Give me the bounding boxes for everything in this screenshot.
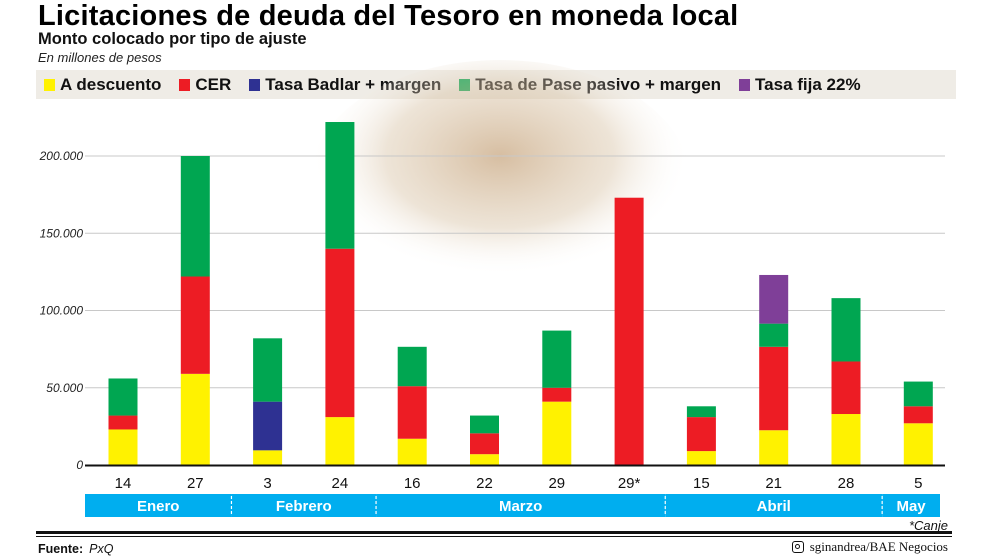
- bar-segment-tasa-de-pase-pasivo-margen: [542, 330, 572, 388]
- bar-segment-cer: [108, 415, 138, 430]
- source: Fuente: PxQ: [38, 542, 113, 556]
- bar-segment-cer: [759, 346, 789, 431]
- x-tick-label: 5: [914, 475, 922, 492]
- legend-swatch: [44, 78, 55, 91]
- bar-segment-cer: [397, 386, 427, 439]
- month-label: May: [896, 498, 926, 515]
- footer-divider: [36, 531, 952, 537]
- x-tick-label: 21: [765, 475, 782, 492]
- legend-label: Tasa fija 22%: [755, 74, 861, 94]
- credit-text: sginandrea/BAE Negocios: [809, 539, 948, 554]
- bar-segment-tasa-de-pase-pasivo-margen: [108, 378, 138, 416]
- bar-segment-tasa-de-pase-pasivo-margen: [325, 122, 355, 249]
- bar-segment-tasa-de-pase-pasivo-margen: [831, 298, 861, 362]
- bar-segment-cer: [470, 433, 499, 455]
- instagram-icon: [791, 541, 804, 553]
- month-band: [231, 494, 377, 517]
- month-label: Abril: [757, 498, 791, 515]
- bar-segment-cer: [180, 276, 210, 374]
- y-tick-label: 150.000: [40, 226, 84, 240]
- bar-segment-tasa-badlar-margen: [253, 401, 283, 451]
- bar-segment-a-descuento: [686, 451, 716, 465]
- bar-segment-tasa-de-pase-pasivo-margen: [903, 381, 933, 407]
- month-band: [882, 494, 940, 517]
- banknotes-background-image: [310, 60, 690, 300]
- legend-item: Tasa fija 22%: [739, 75, 861, 95]
- month-band: [85, 494, 232, 517]
- credit: sginandrea/BAE Negocios: [791, 539, 948, 555]
- x-tick-label: 3: [263, 475, 271, 492]
- x-tick-label: 29: [548, 475, 565, 492]
- y-tick-label: 0: [76, 458, 83, 472]
- bar-segment-cer: [325, 248, 355, 418]
- x-tick-label: 16: [404, 475, 421, 492]
- bar-segment-a-descuento: [831, 414, 861, 465]
- bar-segment-a-descuento: [108, 429, 138, 465]
- bar-segment-a-descuento: [542, 401, 572, 465]
- x-tick-label: 14: [115, 475, 132, 492]
- chart-title: Licitaciones de deuda del Tesoro en mone…: [38, 0, 739, 32]
- legend-label: CER: [195, 74, 232, 94]
- canje-note: *Canje: [908, 518, 948, 533]
- bar-segment-tasa-de-pase-pasivo-margen: [397, 346, 427, 387]
- bar-segment-tasa-de-pase-pasivo-margen: [686, 406, 716, 418]
- bar-segment-a-descuento: [903, 423, 933, 465]
- bar-segment-cer: [686, 417, 716, 452]
- x-tick-label: 29*: [618, 475, 641, 492]
- month-label: Marzo: [499, 498, 542, 515]
- x-tick-label: 15: [693, 475, 710, 492]
- month-label: Enero: [137, 498, 180, 515]
- bar-segment-a-descuento: [253, 450, 283, 465]
- bar-segment-a-descuento: [759, 430, 789, 465]
- legend-swatch: [179, 78, 191, 91]
- x-tick-label: 27: [187, 475, 204, 492]
- month-band: [376, 494, 666, 517]
- bar-segment-cer: [614, 197, 644, 465]
- y-tick-label: 200.000: [39, 149, 84, 163]
- bar-segment-tasa-fija-22: [759, 274, 789, 324]
- legend-swatch: [249, 78, 261, 91]
- bar-segment-a-descuento: [325, 417, 355, 465]
- source-value: PxQ: [89, 542, 114, 556]
- bar-segment-a-descuento: [397, 438, 427, 465]
- bar-segment-cer: [542, 387, 572, 402]
- bar-segment-cer: [903, 406, 933, 424]
- y-tick-label: 100.000: [40, 304, 84, 318]
- legend-item: A descuento: [44, 75, 161, 95]
- bar-segment-tasa-de-pase-pasivo-margen: [180, 156, 210, 277]
- bar-segment-tasa-de-pase-pasivo-margen: [759, 323, 789, 347]
- legend-label: A descuento: [60, 74, 162, 94]
- month-band: [665, 494, 883, 517]
- bar-segment-cer: [831, 361, 861, 415]
- bar-segment-tasa-de-pase-pasivo-margen: [253, 338, 283, 402]
- x-tick-label: 28: [838, 475, 855, 492]
- y-tick-label: 50.000: [46, 381, 83, 395]
- legend-swatch: [739, 78, 751, 91]
- units-label: En millones de pesos: [38, 50, 162, 65]
- x-tick-label: 24: [332, 475, 349, 492]
- source-label: Fuente:: [38, 542, 84, 556]
- x-tick-label: 22: [476, 475, 493, 492]
- bar-segment-tasa-de-pase-pasivo-margen: [470, 415, 499, 434]
- chart-subtitle: Monto colocado por tipo de ajuste: [38, 30, 307, 48]
- month-label: Febrero: [276, 498, 332, 515]
- bar-segment-a-descuento: [180, 373, 210, 465]
- bar-segment-a-descuento: [470, 454, 499, 465]
- legend-item: CER: [179, 75, 231, 95]
